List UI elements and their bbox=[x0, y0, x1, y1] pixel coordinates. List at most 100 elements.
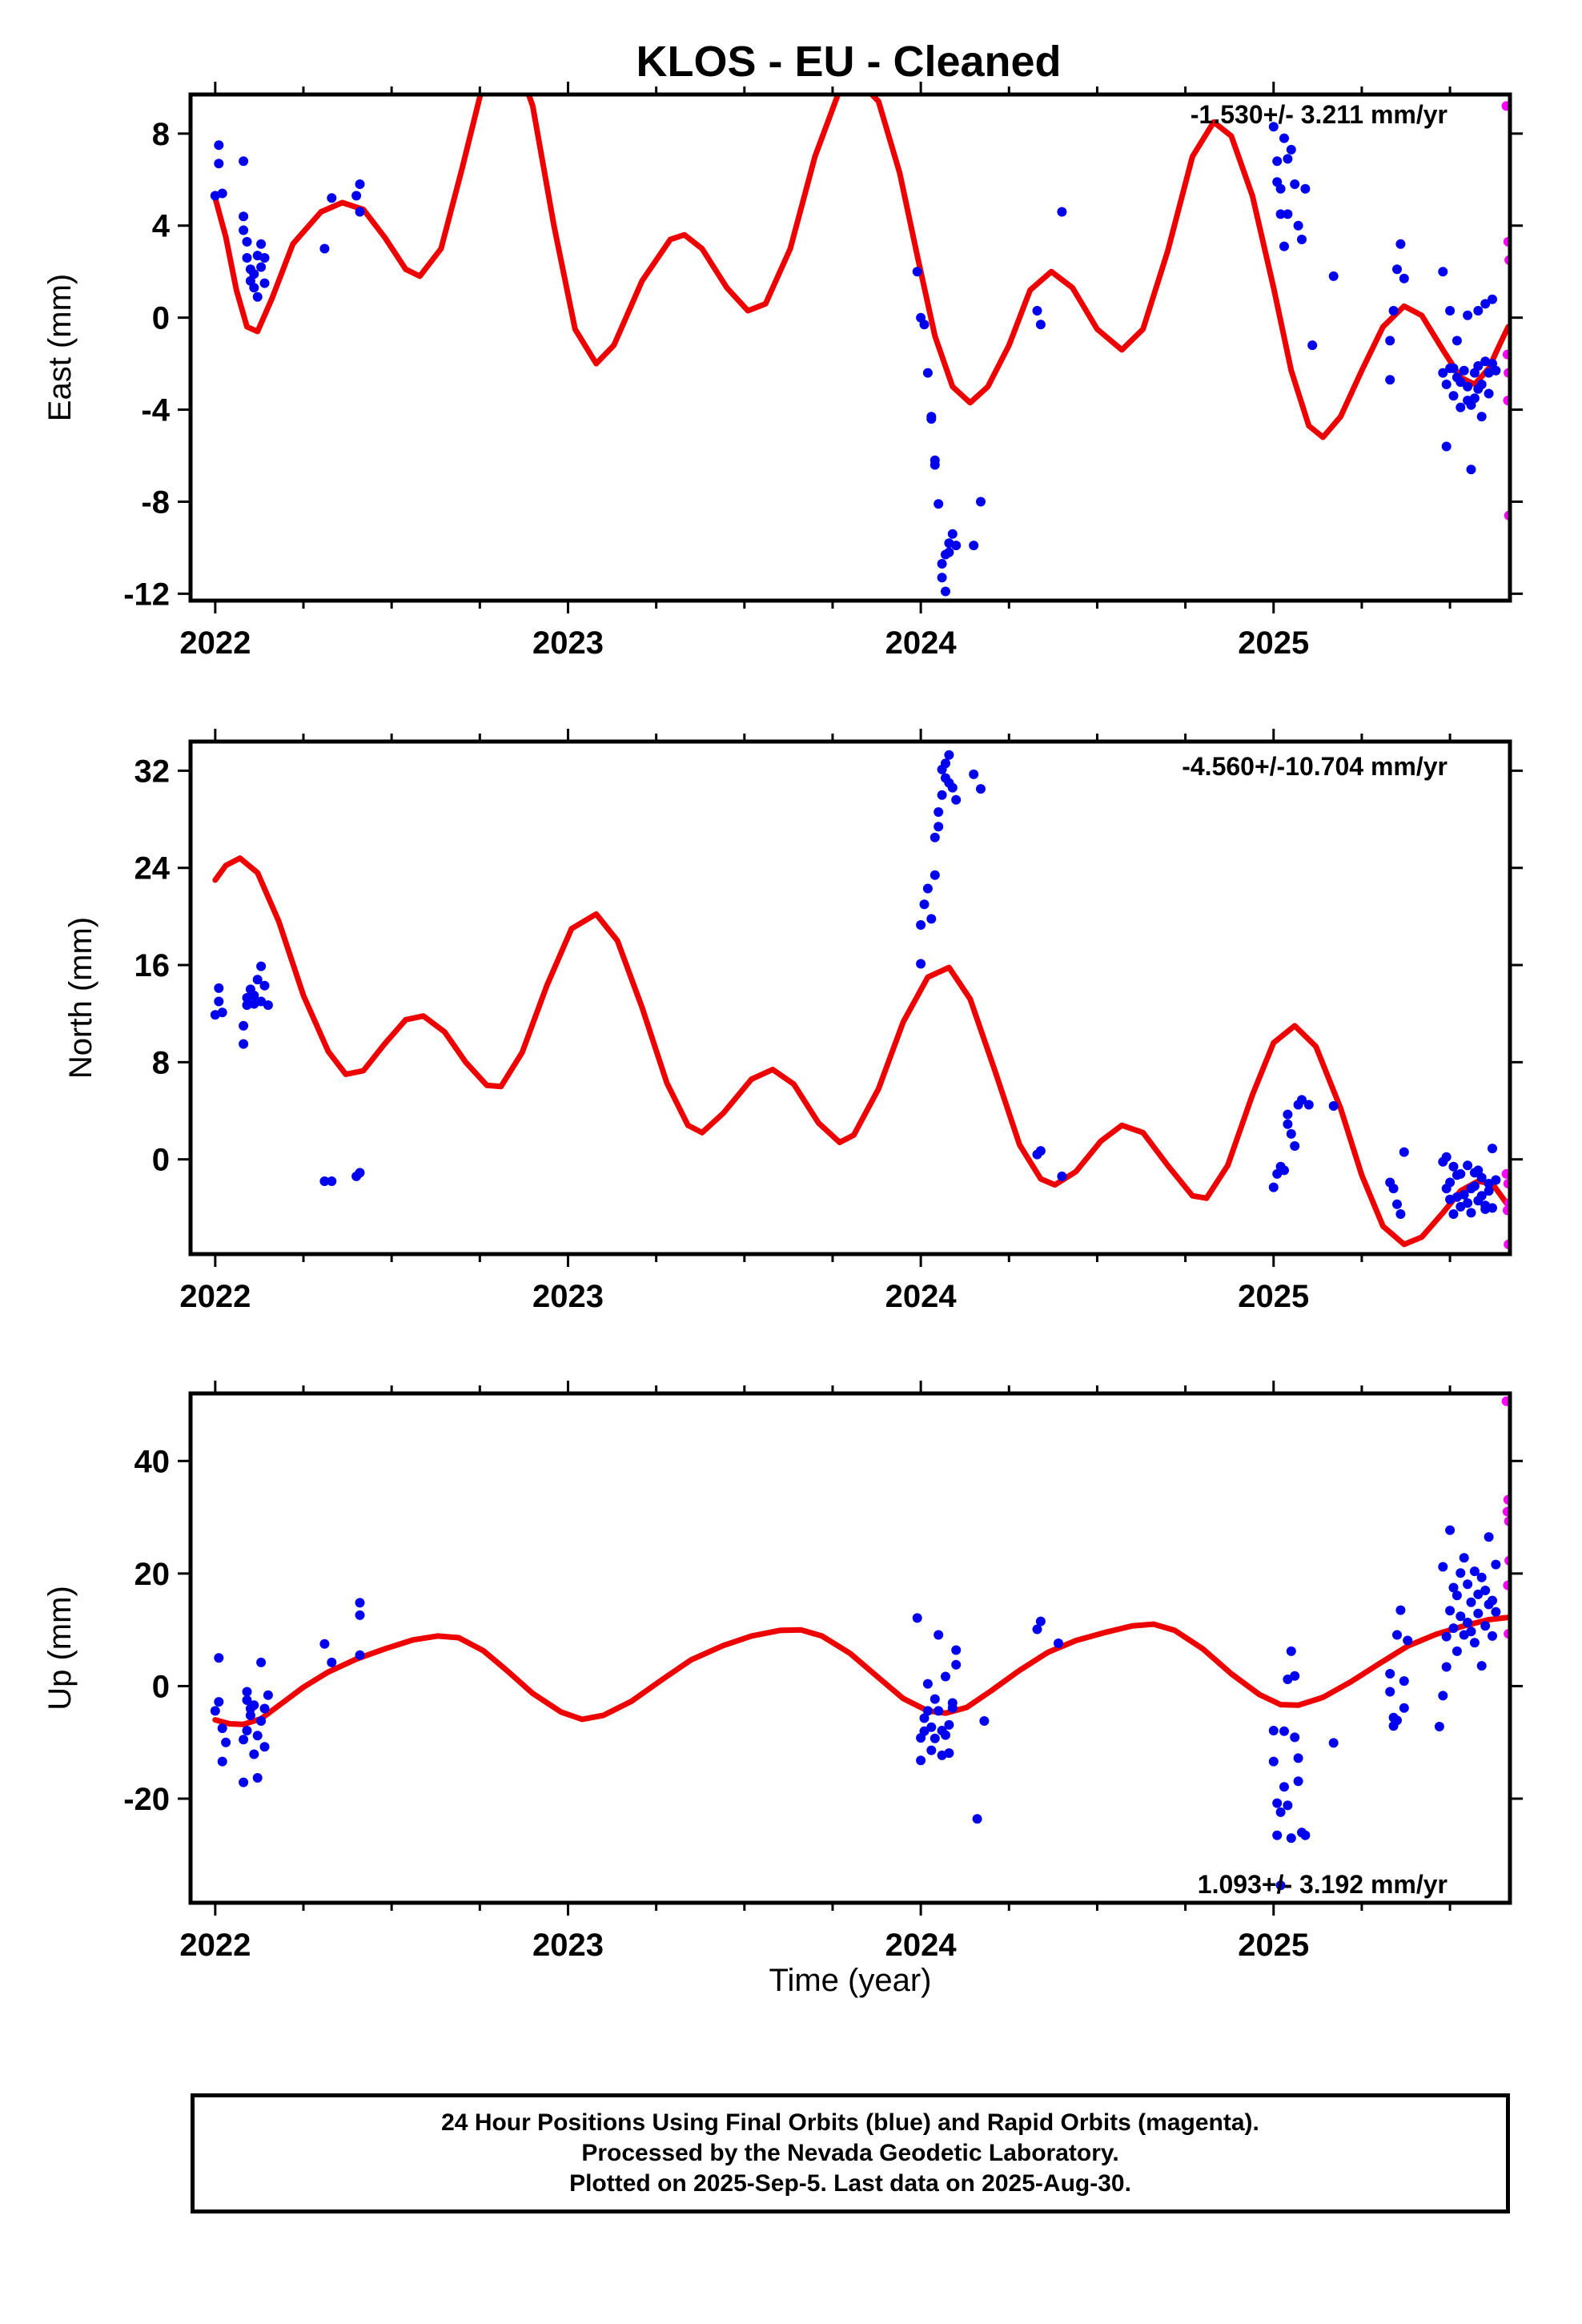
final-orbit-point bbox=[1484, 1186, 1494, 1196]
final-orbit-point bbox=[1441, 1152, 1452, 1162]
final-orbit-point bbox=[1290, 1732, 1300, 1743]
final-orbit-point bbox=[249, 283, 259, 293]
final-orbit-point bbox=[1488, 359, 1497, 369]
y-tick-label: 8 bbox=[152, 1045, 170, 1080]
final-orbit-point bbox=[934, 807, 944, 817]
y-tick-label: 0 bbox=[152, 301, 170, 336]
final-orbit-point bbox=[1456, 1168, 1466, 1179]
final-orbit-point bbox=[1293, 220, 1303, 231]
final-orbit-point bbox=[937, 790, 947, 800]
final-orbit-point bbox=[263, 1000, 273, 1011]
y-axis-label: East (mm) bbox=[42, 274, 78, 421]
model-fit-line bbox=[212, 94, 1510, 440]
y-tick-label: 20 bbox=[135, 1557, 171, 1592]
final-orbit-point bbox=[947, 782, 958, 793]
final-orbit-point bbox=[1268, 1756, 1279, 1767]
final-orbit-point bbox=[249, 1749, 259, 1759]
final-orbit-point bbox=[951, 1659, 962, 1670]
final-orbit-point bbox=[1286, 1646, 1296, 1656]
final-orbit-point bbox=[1466, 464, 1476, 475]
final-orbit-point bbox=[919, 899, 930, 910]
final-orbit-point bbox=[937, 559, 947, 569]
final-orbit-point bbox=[1441, 1631, 1452, 1642]
final-orbit-point bbox=[259, 980, 270, 991]
final-orbit-point bbox=[239, 1020, 249, 1031]
final-orbit-point bbox=[1459, 365, 1469, 376]
final-orbit-point bbox=[217, 1756, 227, 1767]
rapid-orbit-point bbox=[1501, 1396, 1510, 1406]
x-tick-label: 2024 bbox=[885, 1279, 958, 1314]
model-fit-line bbox=[212, 1614, 1510, 1727]
x-tick-label: 2024 bbox=[885, 625, 958, 661]
final-orbit-point bbox=[951, 1645, 962, 1655]
final-orbit-point bbox=[1403, 1635, 1413, 1646]
final-orbit-point bbox=[327, 193, 337, 203]
final-orbit-point bbox=[926, 412, 937, 422]
final-orbit-point bbox=[252, 292, 263, 302]
plot-frame bbox=[188, 92, 1512, 603]
final-orbit-point bbox=[979, 1716, 990, 1726]
final-orbit-point bbox=[249, 269, 259, 279]
final-orbit-point bbox=[1297, 1095, 1307, 1105]
final-orbit-point bbox=[919, 1713, 930, 1723]
final-orbit-point bbox=[934, 1706, 944, 1716]
final-orbit-point bbox=[976, 497, 986, 507]
final-orbit-point bbox=[1448, 1623, 1459, 1634]
footer-note: 24 Hour Positions Using Final Orbits (bl… bbox=[191, 2093, 1510, 2213]
final-orbit-point bbox=[1491, 1559, 1501, 1570]
final-orbit-point bbox=[919, 1726, 930, 1736]
final-orbit-point bbox=[944, 547, 954, 557]
final-orbit-point bbox=[1473, 361, 1484, 371]
final-orbit-point bbox=[242, 253, 252, 263]
final-orbit-point bbox=[1399, 273, 1409, 283]
final-orbit-point bbox=[1456, 1201, 1466, 1212]
final-orbit-point bbox=[1293, 1776, 1303, 1787]
final-orbit-point bbox=[1272, 156, 1283, 167]
final-orbit-point bbox=[1283, 1119, 1293, 1129]
final-orbit-point bbox=[934, 1630, 944, 1640]
final-orbit-point bbox=[1456, 1568, 1466, 1578]
final-orbit-point bbox=[926, 1745, 937, 1755]
velocity-label: -4.560+/-10.704 mm/yr bbox=[1182, 752, 1447, 781]
final-orbit-point bbox=[1286, 1128, 1296, 1139]
velocity-label: -1.530+/- 3.211 mm/yr bbox=[1191, 100, 1447, 129]
final-orbit-point bbox=[256, 1716, 267, 1726]
final-orbit-point bbox=[1275, 183, 1286, 194]
final-orbit-point bbox=[217, 1007, 227, 1018]
final-orbit-point bbox=[919, 320, 930, 330]
final-orbit-point bbox=[245, 1711, 255, 1720]
final-orbit-point bbox=[1385, 1669, 1395, 1679]
final-orbit-point bbox=[969, 541, 979, 551]
final-orbit-point bbox=[1448, 1582, 1459, 1593]
final-orbit-point bbox=[930, 1733, 940, 1743]
final-orbit-point bbox=[355, 207, 365, 217]
final-orbit-point bbox=[1459, 1553, 1469, 1563]
rapid-orbit-point bbox=[1501, 101, 1510, 111]
final-orbit-point bbox=[1395, 239, 1406, 249]
y-tick-label: -12 bbox=[123, 577, 170, 612]
final-orbit-point bbox=[252, 975, 263, 985]
x-tick-label: 2023 bbox=[532, 1279, 604, 1314]
final-orbit-point bbox=[217, 1723, 227, 1734]
x-tick-label: 2023 bbox=[532, 625, 604, 661]
final-orbit-point bbox=[1466, 1184, 1476, 1194]
final-orbit-point bbox=[1452, 1192, 1462, 1202]
final-orbit-point bbox=[263, 1690, 273, 1700]
final-orbit-point bbox=[1452, 336, 1462, 346]
final-orbit-point bbox=[1279, 1165, 1289, 1176]
final-orbit-point bbox=[1272, 1830, 1283, 1840]
final-orbit-point bbox=[1385, 375, 1395, 385]
final-orbit-point bbox=[916, 1755, 926, 1766]
final-orbit-point bbox=[1448, 363, 1459, 373]
final-orbit-point bbox=[1484, 388, 1494, 399]
final-orbit-point bbox=[1473, 1589, 1484, 1599]
final-orbit-point bbox=[976, 784, 986, 794]
final-orbit-point bbox=[1268, 122, 1279, 132]
final-orbit-point bbox=[941, 1671, 950, 1682]
footer-line-2: Processed by the Nevada Geodetic Laborat… bbox=[581, 2140, 1119, 2166]
final-orbit-point bbox=[930, 1694, 940, 1704]
final-orbit-point bbox=[934, 822, 944, 832]
final-orbit-point bbox=[1476, 1572, 1487, 1582]
plot-frame bbox=[188, 1391, 1512, 1905]
